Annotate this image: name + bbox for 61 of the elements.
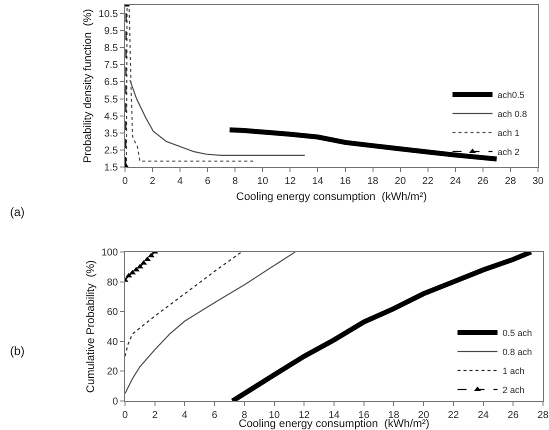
x-tick-label: 10	[268, 410, 280, 421]
y-tick-label: 100	[101, 248, 118, 258]
x-tick-label: 0	[122, 176, 128, 187]
x-tick-label: 6	[204, 176, 211, 187]
x-axis-title: Cooling energy consumption (kWh/m²)	[238, 418, 430, 430]
line-series	[125, 252, 296, 394]
x-tick-label: 6	[212, 410, 218, 421]
x-tick-label: 30	[532, 176, 544, 187]
y-tick-label: 2.5	[104, 145, 118, 156]
legend-label: ach 1	[498, 128, 520, 138]
legend-label: 0.5 ach	[502, 328, 532, 338]
y-tick-label: 60	[106, 307, 118, 318]
legend-label: ach 0.8	[498, 109, 528, 120]
x-tick-label: 24	[478, 410, 490, 421]
line-series	[125, 252, 242, 357]
y-tick-label: 10.5	[98, 9, 118, 20]
x-tick-label: 24	[450, 176, 462, 187]
x-tick-label: 4	[177, 176, 184, 187]
y-tick-label: 4.5	[104, 111, 118, 122]
x-tick-label: 2	[152, 410, 158, 421]
x-tick-label: 14	[328, 410, 340, 421]
y-tick-label: 5.5	[104, 94, 118, 106]
x-tick-label: 20	[394, 176, 406, 187]
y-tick-label: 8.5	[104, 43, 118, 54]
y-tick-label: 9.5	[104, 26, 118, 38]
x-tick-label: 10	[257, 176, 269, 187]
x-tick-label: 26	[477, 176, 489, 187]
legend-label: 2 ach	[502, 385, 525, 396]
y-tick-label: 7.5	[104, 60, 118, 72]
y-tick-label: 0	[112, 396, 118, 408]
x-tick-label: 8	[232, 176, 238, 187]
x-tick-label: 26	[508, 410, 520, 421]
x-tick-label: 16	[340, 176, 352, 187]
x-axis-title: Cooling energy consumption (kWh/m²)	[236, 191, 427, 204]
x-tick-label: 22	[422, 176, 434, 187]
x-tick-label: 8	[242, 410, 248, 421]
x-tick-label: 4	[182, 410, 188, 421]
x-tick-label: 12	[284, 176, 296, 187]
x-tick-label: 18	[367, 176, 379, 187]
y-tick-label: 20	[106, 366, 118, 378]
legend-label: ach0.5	[498, 90, 525, 100]
y-tick-label: 3.5	[104, 128, 118, 140]
x-tick-label: 14	[312, 176, 324, 187]
y-tick-label: 1.5	[104, 162, 118, 174]
x-tick-label: 0	[122, 410, 128, 421]
legend-label: 0.8 ach	[502, 347, 532, 358]
x-tick-label: 12	[298, 410, 310, 421]
x-tick-label: 16	[358, 410, 370, 421]
text: (b)	[10, 344, 25, 358]
y-tick-label: 40	[106, 336, 118, 348]
x-tick-label: 28	[537, 410, 549, 421]
y-axis-title: Cumulative Probability (%)	[84, 260, 97, 393]
legend-label: ach 2	[498, 147, 520, 158]
x-tick-label: 28	[504, 176, 516, 187]
y-axis-title: Probability density function (%)	[82, 8, 94, 164]
y-tick-label: 80	[106, 277, 118, 288]
legend-label: 1 ach	[502, 366, 525, 376]
y-tick-label: 6.5	[104, 77, 118, 88]
x-tick-label: 2	[150, 176, 156, 187]
x-tick-label: 22	[448, 410, 460, 421]
text: (a)	[10, 205, 25, 219]
